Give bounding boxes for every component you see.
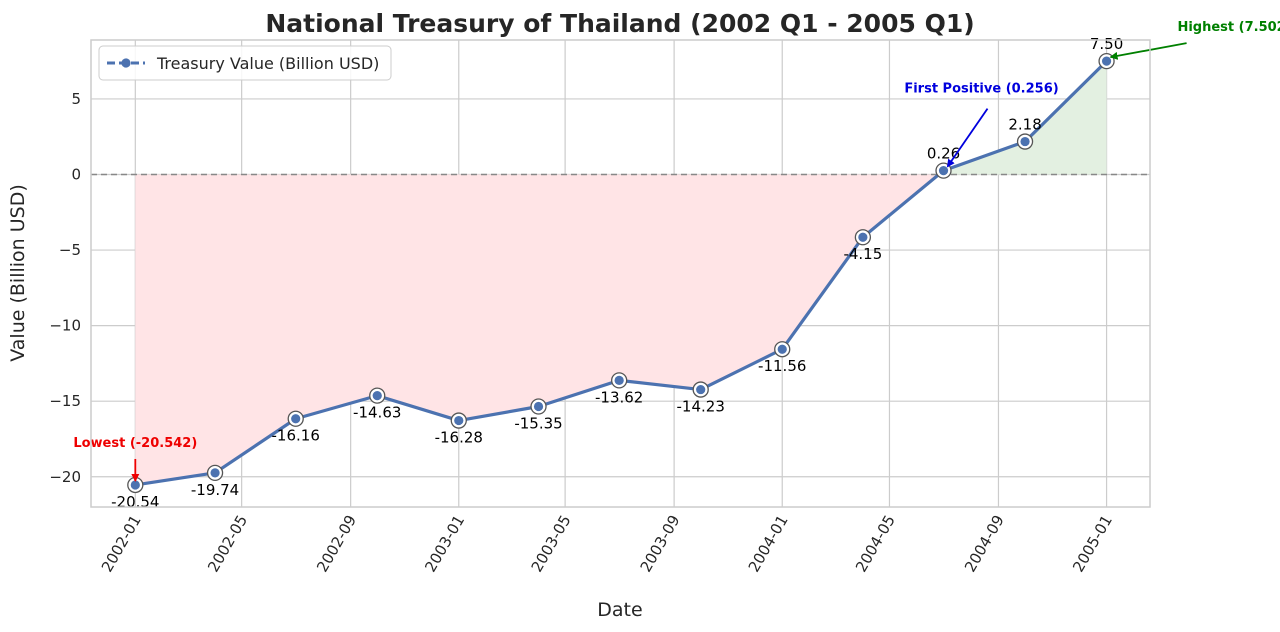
- x-tick-label: 2002-09: [313, 512, 360, 575]
- x-tick-label: 2003-05: [528, 512, 575, 575]
- x-tick-label: 2004-05: [852, 512, 899, 575]
- data-label: -13.62: [595, 388, 643, 406]
- annotation-arrow: [1109, 42, 1187, 60]
- x-tick-label: 2005-01: [1069, 512, 1116, 575]
- y-axis-ticks: 5 0 −5 −10 −15 −20: [49, 90, 81, 486]
- data-point: [614, 375, 624, 385]
- annotation-text: Lowest (-20.542): [73, 436, 197, 451]
- negative-fill-area: [135, 174, 939, 485]
- y-tick-label: −15: [49, 392, 81, 410]
- data-label: 0.26: [927, 145, 960, 163]
- x-tick-label: 2004-09: [961, 512, 1008, 575]
- legend: Treasury Value (Billion USD): [98, 45, 392, 81]
- data-point: [291, 414, 301, 424]
- fill-areas: [135, 61, 1107, 485]
- annotation-arrow: [946, 108, 989, 168]
- annotations-group: Lowest (-20.542) First Positive (0.256) Hi…: [73, 20, 1280, 482]
- data-point: [777, 344, 787, 354]
- data-label: -15.35: [514, 414, 562, 432]
- data-label: -4.15: [843, 245, 882, 263]
- data-point: [130, 480, 140, 490]
- legend-marker: [121, 58, 131, 68]
- legend-label: Treasury Value (Billion USD): [156, 54, 379, 73]
- y-tick-label: −10: [49, 317, 81, 335]
- data-point: [533, 401, 544, 412]
- x-tick-label: 2003-09: [637, 512, 684, 575]
- data-label: -11.56: [758, 357, 806, 375]
- data-label: -19.74: [191, 481, 239, 499]
- data-point: [1020, 136, 1030, 147]
- annotation-text: First Positive (0.256): [904, 82, 1058, 97]
- data-label: 2.18: [1008, 116, 1041, 134]
- data-point: [1101, 56, 1112, 66]
- data-label: -14.63: [353, 404, 401, 422]
- data-label: -16.28: [435, 429, 483, 447]
- annotation-text: Highest (7.502): [1177, 20, 1280, 35]
- data-label: 7.50: [1090, 35, 1123, 53]
- data-label: -16.16: [272, 427, 320, 445]
- data-point: [372, 391, 382, 401]
- data-point: [938, 166, 949, 176]
- data-point: [696, 384, 706, 395]
- chart-title: National Treasury of Thailand (2002 Q1 -…: [265, 9, 974, 38]
- data-labels-group: -20.54 -19.74 -16.16 -14.63 -16.28 -15.35 -13.…: [111, 35, 1123, 511]
- data-point: [210, 468, 220, 478]
- data-label: -14.23: [677, 398, 725, 416]
- positive-fill-area: [938, 61, 1107, 175]
- plot-frame: [90, 39, 1151, 508]
- x-tick-label: 2002-01: [98, 512, 145, 575]
- y-tick-label: −5: [59, 241, 81, 259]
- y-tick-label: 5: [71, 90, 81, 108]
- x-tick-label: 2003-01: [421, 512, 468, 575]
- x-axis-ticks: 2002-01 2002-05 2002-09 2003-01 2003-05 2003-…: [98, 512, 1116, 575]
- y-tick-label: 0: [71, 166, 81, 184]
- y-tick-label: −20: [49, 468, 81, 486]
- data-label: -20.54: [111, 493, 159, 511]
- x-axis-label: Date: [597, 599, 642, 621]
- data-point: [454, 415, 464, 426]
- x-tick-label: 2002-05: [204, 512, 251, 575]
- y-axis-label: Value (Billion USD): [7, 184, 29, 362]
- legend-box: [98, 45, 392, 81]
- data-point: [858, 232, 868, 242]
- x-tick-label: 2004-01: [745, 512, 792, 575]
